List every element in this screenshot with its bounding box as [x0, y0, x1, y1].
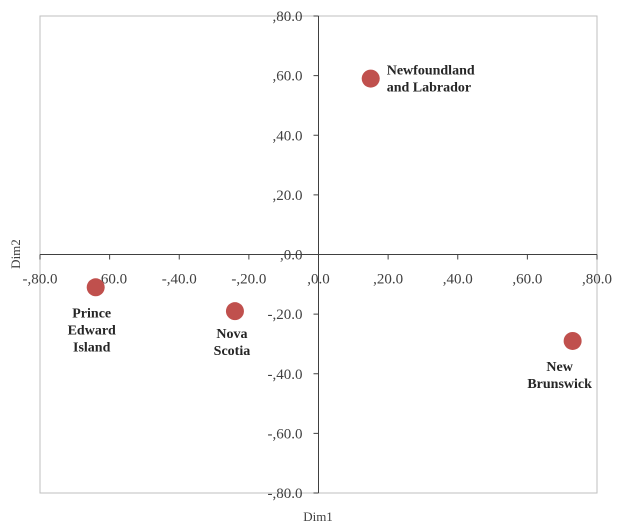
y-tick-label: -,60.0: [268, 426, 303, 442]
y-tick-label: ,40.0: [273, 128, 303, 144]
data-point: [86, 278, 105, 297]
data-points: Newfoundland and Labrador Prince Edward Isla…: [68, 64, 593, 392]
x-tick-label: -,40.0: [162, 272, 197, 288]
y-axis-title: Dim2: [8, 239, 23, 269]
data-point-label-line: New: [546, 360, 573, 375]
data-point-label-line: Prince: [72, 306, 111, 321]
x-tick-label: ,0.0: [307, 272, 330, 288]
data-point-label-line: Edward: [68, 323, 116, 338]
y-tick-label: -,40.0: [268, 367, 303, 383]
x-tick-label: -,80.0: [23, 272, 58, 288]
y-tick-label: ,20.0: [273, 188, 303, 204]
data-point: [225, 302, 244, 321]
data-point: [563, 331, 582, 350]
y-tick-label: -,80.0: [268, 486, 303, 502]
x-tick-label: ,40.0: [443, 272, 473, 288]
y-tick-label: ,0.0: [280, 248, 303, 264]
x-tick-label: -,20.0: [231, 272, 266, 288]
data-point-label-line: Island: [73, 340, 111, 355]
data-point-label-line: Scotia: [214, 344, 251, 359]
data-point-label: Newfoundland and Labrador: [387, 64, 475, 96]
y-tick-label: ,60.0: [273, 69, 303, 85]
y-tick-label: ,80.0: [273, 9, 303, 25]
x-axis-ticks: -,80.0 -,60.0 -,40.0 -,20.0,0.0,20.0,40.0,6…: [23, 254, 612, 288]
data-point: [361, 69, 380, 88]
data-point-label-line: and Labrador: [387, 81, 471, 96]
x-tick-label: ,20.0: [373, 272, 403, 288]
data-point-label: Prince Edward Island: [68, 306, 116, 355]
data-point-label-line: Newfoundland: [387, 64, 475, 79]
y-tick-label: -,20.0: [268, 307, 303, 323]
x-axis-title: Dim1: [303, 509, 333, 524]
data-point-label: Nova Scotia: [214, 327, 251, 359]
x-tick-label: ,80.0: [582, 272, 612, 288]
x-tick-label: ,60.0: [512, 272, 542, 288]
data-point-label: New Brunswick: [527, 360, 592, 392]
data-point-label-line: Nova: [216, 327, 247, 342]
data-point-label-line: Brunswick: [527, 377, 592, 392]
y-axis-ticks: -,80.0 -,60.0 -,40.0 -,20.0 ,0.0 ,20.0 ,40.0 ,6…: [268, 9, 319, 502]
